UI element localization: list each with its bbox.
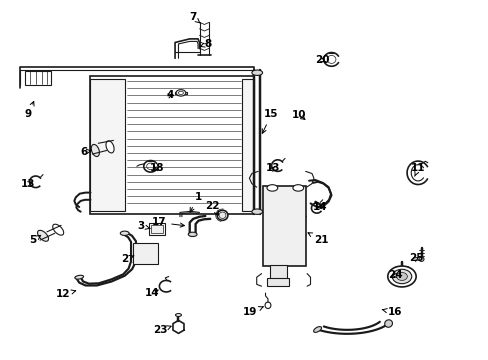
Ellipse shape: [266, 185, 277, 191]
Ellipse shape: [175, 314, 181, 316]
Text: 21: 21: [307, 233, 328, 246]
Text: 9: 9: [25, 102, 34, 120]
Text: 20: 20: [315, 55, 329, 66]
Ellipse shape: [264, 302, 270, 309]
Ellipse shape: [396, 273, 407, 280]
Ellipse shape: [384, 320, 392, 327]
Ellipse shape: [106, 141, 114, 153]
Text: 22: 22: [205, 201, 220, 215]
Text: 5: 5: [30, 235, 41, 246]
Bar: [90, 76, 254, 214]
Bar: [151, 225, 163, 233]
Ellipse shape: [188, 232, 197, 237]
Ellipse shape: [91, 144, 99, 157]
Text: 4: 4: [166, 90, 174, 100]
Bar: [242, 79, 254, 211]
Bar: [263, 186, 305, 266]
Ellipse shape: [251, 70, 262, 75]
Text: 7: 7: [189, 12, 200, 23]
Ellipse shape: [178, 91, 183, 94]
Text: 1: 1: [190, 192, 201, 212]
Ellipse shape: [75, 275, 83, 279]
Text: 2: 2: [121, 254, 134, 264]
Text: 6: 6: [81, 147, 91, 157]
Text: 24: 24: [387, 270, 402, 280]
Text: 13: 13: [265, 163, 280, 174]
Text: 23: 23: [153, 325, 171, 336]
Text: 13: 13: [21, 179, 36, 189]
Text: 18: 18: [150, 163, 164, 174]
Text: 15: 15: [262, 109, 278, 133]
Text: 14: 14: [312, 202, 327, 212]
Bar: [149, 223, 164, 235]
Text: 17: 17: [151, 217, 184, 228]
Bar: [25, 71, 51, 85]
Text: 3: 3: [137, 221, 150, 231]
Text: 14: 14: [145, 288, 160, 298]
Bar: [269, 265, 286, 279]
Ellipse shape: [120, 231, 129, 235]
Text: 16: 16: [382, 307, 402, 318]
Ellipse shape: [53, 224, 63, 235]
Ellipse shape: [292, 185, 303, 191]
Ellipse shape: [251, 209, 262, 214]
Ellipse shape: [313, 327, 321, 332]
Text: 8: 8: [200, 39, 211, 49]
Ellipse shape: [38, 230, 48, 241]
Bar: [133, 243, 158, 264]
Ellipse shape: [219, 212, 225, 219]
Bar: [267, 278, 289, 286]
Text: 19: 19: [243, 307, 263, 318]
Text: 10: 10: [291, 110, 306, 120]
Ellipse shape: [217, 210, 227, 220]
Bar: [90, 79, 124, 211]
Ellipse shape: [391, 269, 411, 284]
Ellipse shape: [418, 257, 423, 261]
Ellipse shape: [387, 266, 415, 287]
Text: 12: 12: [55, 289, 76, 300]
Text: 11: 11: [410, 163, 425, 176]
Text: 25: 25: [408, 253, 423, 264]
Ellipse shape: [176, 90, 185, 96]
Polygon shape: [173, 320, 183, 333]
